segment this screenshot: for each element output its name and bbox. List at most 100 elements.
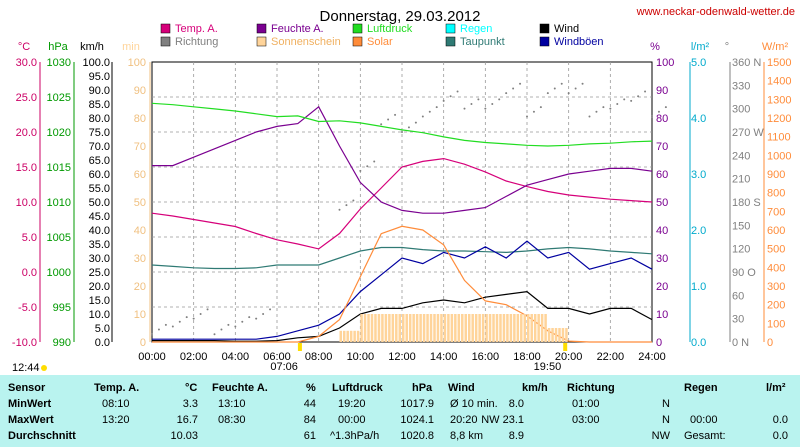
- sunshine-tick-label: 50: [134, 197, 146, 209]
- axis-unit-wind: km/h: [80, 41, 104, 53]
- sunshine-tick-label: 80: [134, 113, 146, 125]
- series-line: [152, 240, 653, 340]
- sunshine-tick-label: 60: [134, 169, 146, 181]
- solar-tick-label: 1400: [767, 76, 791, 88]
- sunshine-bar: [412, 314, 415, 342]
- sunshine-bar: [360, 314, 363, 342]
- direction-point: [213, 333, 216, 336]
- stats-header-wind: Wind: [448, 382, 475, 394]
- rain-tick-label: 1.0: [691, 281, 706, 293]
- site-url[interactable]: www.neckar-odenwald-wetter.de: [636, 6, 795, 18]
- time-tick-label: 04:00: [222, 351, 250, 363]
- stats-wind-value: 8.9: [508, 430, 524, 442]
- sunshine-bar: [381, 314, 384, 342]
- temp-tick-label: 25.0: [16, 92, 37, 104]
- stats-direction-value: N: [662, 414, 670, 426]
- axis-unit-direction: °: [725, 41, 729, 53]
- axis-unit-sunshine: min: [122, 41, 140, 53]
- direction-tick-label: 360 N: [732, 57, 761, 69]
- direction-point: [345, 204, 348, 207]
- direction-tick-label: 270 W: [732, 127, 764, 139]
- direction-point: [449, 95, 452, 98]
- wind-tick-label: 75.0: [89, 127, 110, 139]
- sunshine-tick-label: 20: [134, 281, 146, 293]
- sunshine-bar: [395, 314, 398, 342]
- sunshine-bar: [464, 314, 467, 342]
- stats-pressure-value: 1017.9: [400, 398, 434, 410]
- direction-point: [387, 118, 390, 121]
- stats-header-direction: Richtung: [567, 382, 615, 394]
- solar-tick-label: 1200: [767, 113, 791, 125]
- sunshine-bar: [353, 330, 356, 342]
- sunshine-bar: [537, 314, 540, 342]
- sunshine-bar: [450, 314, 454, 342]
- direction-point: [407, 126, 410, 129]
- direction-point: [532, 110, 535, 113]
- stats-humidity-time: 08:30: [218, 414, 246, 426]
- time-tick-label: 06:00: [263, 351, 291, 363]
- wind-tick-label: 100.0: [82, 57, 110, 69]
- wind-tick-label: 30.0: [89, 253, 110, 265]
- pressure-tick-label: 995: [53, 302, 71, 314]
- time-tick-label: 24:00: [638, 351, 666, 363]
- legend-swatch: [445, 23, 456, 34]
- sunshine-bar: [481, 314, 485, 342]
- stats-rain-time: Gesamt:: [684, 430, 726, 442]
- sunshine-bar: [429, 314, 433, 342]
- sunshine-bar: [363, 314, 367, 342]
- direction-point: [609, 107, 612, 110]
- sunshine-bar: [398, 314, 402, 342]
- direction-tick-label: 330: [732, 80, 750, 92]
- direction-point: [644, 90, 647, 93]
- sunset-label: 19:50: [534, 361, 562, 373]
- wind-tick-label: 25.0: [89, 267, 110, 279]
- direction-point: [241, 320, 244, 323]
- sunshine-bar: [467, 314, 471, 342]
- stats-header-temp: Temp. A.: [94, 382, 140, 394]
- rain-tick-label: 4.0: [691, 113, 706, 125]
- sunshine-bar: [547, 328, 551, 342]
- grid: [152, 62, 652, 342]
- sunshine-tick-label: 0: [140, 337, 146, 349]
- series-line: [152, 225, 652, 343]
- stats-direction-value: N: [662, 398, 670, 410]
- direction-point: [463, 107, 466, 110]
- direction-point: [220, 328, 223, 331]
- time-tick-label: 10:00: [347, 351, 375, 363]
- sunshine-bar: [454, 314, 457, 342]
- legend-swatch: [160, 36, 171, 47]
- sunshine-bar: [405, 314, 408, 342]
- humidity-tick-label: 70: [656, 141, 668, 153]
- direction-point: [394, 113, 397, 116]
- direction-point: [414, 121, 417, 124]
- direction-point: [255, 317, 258, 320]
- sunshine-bar: [391, 314, 395, 342]
- direction-point: [616, 103, 619, 105]
- direction-point: [560, 82, 563, 85]
- sunshine-bar: [530, 314, 533, 342]
- wind-tick-label: 95.0: [89, 71, 110, 83]
- stats-wind-value: NW 23.1: [481, 414, 524, 426]
- legend-label: Feuchte A.: [271, 23, 324, 35]
- stats-pressure-value: 1024.1: [400, 414, 434, 426]
- sunshine-tick-label: 40: [134, 225, 146, 237]
- pressure-tick-label: 1000: [47, 267, 71, 279]
- direction-tick-label: 30: [732, 314, 744, 326]
- sunshine-bar: [440, 314, 443, 342]
- direction-point: [359, 169, 362, 172]
- stats-row-label: MaxWert: [8, 414, 54, 426]
- sunshine-bar: [527, 314, 530, 342]
- direction-point: [248, 316, 251, 319]
- direction-point: [657, 110, 660, 113]
- direction-tick-label: 240: [732, 150, 750, 162]
- solar-tick-label: 900: [767, 169, 785, 181]
- sunset-marker: [563, 343, 568, 351]
- legend-swatch: [445, 36, 456, 47]
- series-line: [152, 105, 653, 214]
- sunshine-tick-label: 100: [128, 57, 146, 69]
- legend-label: Windböen: [554, 36, 604, 48]
- sunshine-bar: [461, 314, 464, 342]
- stats-direction-time: 01:00: [572, 398, 600, 410]
- stats-direction-value: NW: [651, 430, 670, 442]
- sunshine-bar: [516, 314, 520, 342]
